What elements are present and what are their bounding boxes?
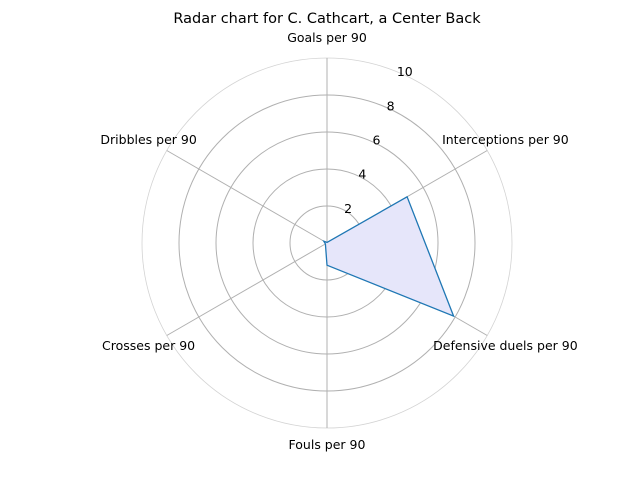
axis-label: Dribbles per 90 (100, 132, 196, 147)
chart-title: Radar chart for C. Cathcart, a Center Ba… (173, 11, 481, 27)
axis-label: Goals per 90 (287, 30, 367, 45)
axis-label: Fouls per 90 (289, 437, 366, 452)
axis-label: Crosses per 90 (102, 338, 195, 353)
radial-tick-label: 2 (344, 201, 352, 216)
radial-tick-label: 8 (387, 98, 395, 113)
radial-tick-label: 10 (397, 64, 413, 79)
axis-label: Defensive duels per 90 (433, 338, 578, 353)
radial-tick-label: 6 (373, 132, 381, 147)
axis-spoke (167, 243, 327, 336)
radial-tick-label: 4 (358, 167, 366, 182)
axis-label: Interceptions per 90 (442, 132, 569, 147)
axis-spoke (167, 151, 327, 244)
